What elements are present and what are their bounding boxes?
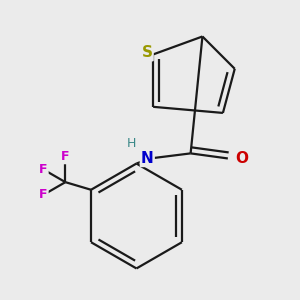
Text: F: F [61,150,70,163]
Text: O: O [236,151,249,166]
Text: H: H [127,137,136,150]
Text: F: F [39,163,48,176]
Text: F: F [39,188,48,201]
Text: N: N [141,151,154,166]
Text: S: S [142,45,153,60]
